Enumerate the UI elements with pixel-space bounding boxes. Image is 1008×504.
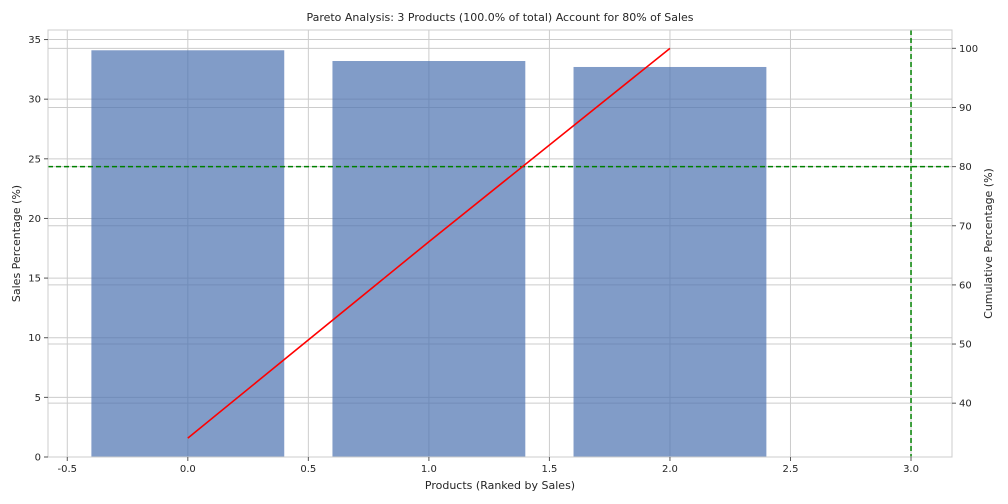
x-tick-label: 2.5 xyxy=(783,464,799,475)
x-axis-label: Products (Ranked by Sales) xyxy=(425,479,575,492)
x-tick-label: 1.0 xyxy=(421,464,437,475)
y2-tick-label: 80 xyxy=(959,162,972,173)
y2-tick-label: 60 xyxy=(959,280,972,291)
y-tick-label: 5 xyxy=(35,393,41,404)
y-axis-label: Sales Percentage (%) xyxy=(10,185,23,302)
y-tick-label: 0 xyxy=(35,453,41,464)
y-tick-label: 25 xyxy=(28,154,41,165)
bar xyxy=(573,66,767,458)
bar-layer xyxy=(91,50,767,458)
y2-tick-label: 90 xyxy=(959,103,972,114)
y2-tick-label: 70 xyxy=(959,221,972,232)
x-tick-label: 1.5 xyxy=(541,464,557,475)
y-tick-label: 15 xyxy=(28,274,41,285)
y2-tick-label: 40 xyxy=(959,399,972,410)
x-tick-label: 2.0 xyxy=(662,464,678,475)
reference-lines xyxy=(48,30,952,457)
cumulative-line xyxy=(187,47,671,439)
y-tick-label: 10 xyxy=(28,333,41,344)
tick-labels: -0.5 0.0 0.5 1.0 1.5 2.0 2.5 3.0 0 5 10 15 20 25 30 35 4… xyxy=(28,35,978,475)
y2-tick-label: 100 xyxy=(959,44,978,55)
x-tick-label: 3.0 xyxy=(903,464,919,475)
bar xyxy=(332,61,526,458)
y-tick-label: 20 xyxy=(28,214,41,225)
chart-title: Pareto Analysis: 3 Products (100.0% of t… xyxy=(306,11,693,24)
x-tick-label: 0.0 xyxy=(180,464,196,475)
y2-tick-label: 50 xyxy=(959,340,972,351)
x-tick-label: 0.5 xyxy=(300,464,316,475)
y2-axis-label: Cumulative Percentage (%) xyxy=(982,168,995,319)
y-tick-label: 30 xyxy=(28,95,41,106)
y-tick-label: 35 xyxy=(28,35,41,46)
bar xyxy=(91,50,285,457)
plot-frame xyxy=(47,29,953,458)
cumulative-line-layer xyxy=(187,47,671,439)
x-tick-label: -0.5 xyxy=(58,464,78,475)
